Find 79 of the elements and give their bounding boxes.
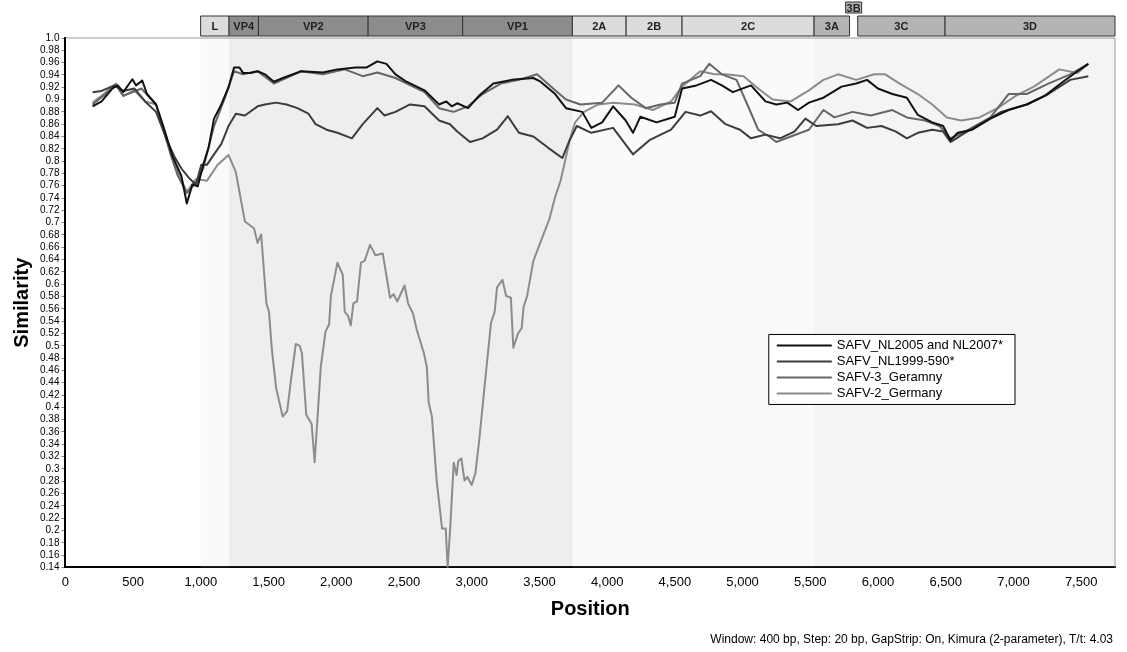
x-tick-label: 7,000: [997, 573, 1030, 589]
y-axis-title: Similarity: [9, 256, 32, 348]
y-tick-label: 0.36: [39, 425, 60, 437]
x-tick-label: 5,000: [726, 573, 759, 589]
y-tick-label: 0.58: [39, 290, 60, 302]
y-tick-label: 0.72: [39, 204, 60, 216]
band-label: 3B: [846, 1, 861, 14]
y-tick-label: 0.34: [39, 438, 60, 450]
x-tick-label: 1,500: [252, 573, 285, 589]
y-tick-label: 0.8: [45, 154, 60, 166]
x-tick-label: 3,000: [455, 573, 489, 589]
x-tick-label: 0: [61, 573, 70, 589]
y-tick-label: 0.44: [39, 376, 60, 388]
legend-label: SAFV_NL2005 and NL2007*: [836, 337, 1003, 353]
y-tick-label: 0.66: [39, 241, 60, 253]
y-tick-label: 1.0: [45, 31, 60, 43]
y-tick-label: 0.38: [39, 413, 60, 425]
y-tick-label: 0.14: [39, 561, 60, 573]
x-tick-label: 4,000: [590, 573, 624, 589]
y-tick-label: 0.2: [45, 524, 60, 536]
y-tick-label: 0.46: [39, 364, 60, 376]
y-tick-label: 0.88: [39, 105, 60, 117]
x-tick-label: 7,500: [1064, 573, 1098, 589]
band-label: 3A: [824, 20, 839, 33]
band-label: VP2: [302, 20, 324, 33]
x-tick-label: 6,000: [861, 573, 895, 589]
band-label: 3D: [1022, 20, 1038, 33]
y-tick-label: 0.96: [39, 56, 60, 68]
y-tick-label: 0.74: [39, 191, 60, 203]
y-tick-label: 0.48: [39, 351, 60, 363]
y-tick-label: 0.24: [39, 499, 60, 511]
y-tick-label: 0.7: [45, 216, 60, 228]
x-tick-label: 1,000: [184, 573, 218, 589]
text: Window: 400 bp, Step: 20 bp, GapStrip: On, Kimura (2-parameter), T/t: 4.03: [710, 632, 1113, 646]
x-tick-label: 2,500: [387, 573, 421, 589]
x-tick-label: 5,500: [794, 573, 827, 589]
y-tick-label: 0.64: [39, 253, 60, 265]
band-label: 3C: [894, 20, 909, 33]
band-label: L: [211, 20, 219, 33]
x-tick-label: 4,500: [658, 573, 692, 589]
y-tick-label: 0.84: [39, 130, 60, 142]
y-tick-label: 0.5: [45, 339, 60, 351]
y-tick-label: 0.54: [39, 314, 60, 326]
band-label: 2C: [741, 20, 756, 33]
x-tick-label: 500: [122, 573, 145, 589]
y-tick-label: 0.62: [39, 265, 60, 277]
y-tick-label: 0.52: [39, 327, 60, 339]
y-tick-label: 0.42: [39, 388, 60, 400]
y-tick-label: 0.26: [39, 487, 60, 499]
y-tick-label: 0.86: [39, 117, 60, 129]
legend-label: SAFV-3_Geramny: [836, 369, 943, 385]
y-tick-label: 0.6: [45, 277, 60, 289]
y-tick-label: 0.76: [39, 179, 60, 191]
legend-label: SAFV_NL1999-590*: [836, 353, 955, 369]
legend-label: VP4: [233, 20, 256, 33]
band-label: VP3: [405, 20, 426, 33]
x-tick-label: 3,500: [523, 573, 556, 589]
y-tick-label: 0.92: [39, 81, 60, 92]
y-tick-label: 0.68: [39, 228, 60, 240]
y-tick-label: 0.16: [39, 548, 60, 560]
y-tick-label: 0.78: [39, 167, 60, 179]
band-label: 2A: [592, 20, 607, 33]
y-tick-label: 0.3: [45, 462, 60, 474]
y-tick-label: 0.56: [39, 302, 60, 314]
y-tick-label: 0.22: [39, 511, 60, 523]
y-tick-label: 0.18: [39, 536, 60, 548]
y-tick-label: 0.98: [39, 44, 60, 56]
x-tick-label: 6,500: [929, 573, 962, 589]
x-tick-label: 2,000: [320, 573, 353, 589]
y-tick-label: 0.82: [39, 142, 60, 154]
x-axis-title: Position: [550, 596, 630, 619]
band-label: VP1: [507, 20, 528, 33]
y-tick-label: 0.4: [45, 401, 60, 413]
legend-label: 2B: [647, 20, 662, 33]
legend-label: SAFV-2_Germany: [836, 385, 943, 401]
y-tick-label: 0.9: [45, 93, 60, 105]
y-tick-label: 0.94: [39, 68, 60, 80]
y-tick-label: 0.28: [39, 474, 60, 486]
y-tick-label: 0.32: [39, 450, 60, 462]
